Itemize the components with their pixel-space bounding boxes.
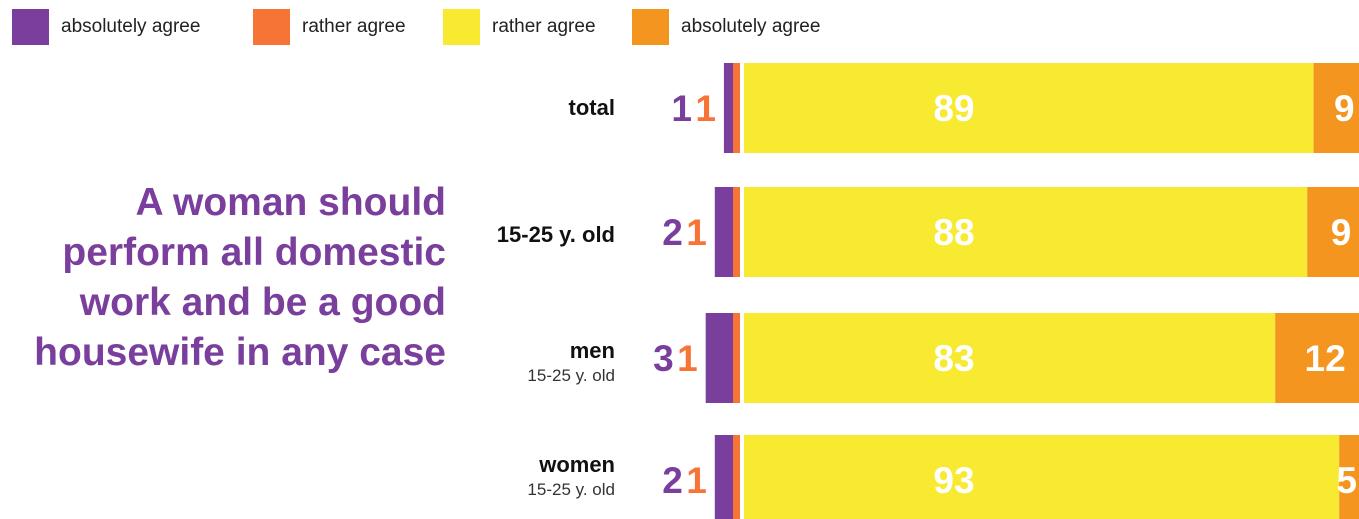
headline: A woman should perform all domestic work… — [34, 181, 446, 374]
row-name: men — [569, 338, 615, 363]
legend-swatch — [253, 9, 290, 45]
value-label-rather-agree: 1 — [695, 88, 716, 129]
legend-item: absolutely agree — [632, 9, 820, 45]
legend-swatch — [632, 9, 669, 45]
row-name: women — [539, 452, 615, 477]
row-label: total — [569, 95, 615, 121]
bar-segment-rather-agree-yellow — [744, 63, 1314, 153]
legend-label: absolutely agree — [681, 16, 821, 37]
legend-label: rather agree — [302, 16, 406, 37]
bar-segment-absolutely-agree-orange — [1275, 313, 1359, 403]
legend-label: absolutely agree — [61, 16, 201, 37]
bar-segment-rather-agree-yellow — [744, 187, 1308, 277]
bar-segment-absolutely-agree — [723, 63, 733, 153]
bar-segment-absolutely-agree — [705, 313, 733, 403]
legend-item: rather agree — [443, 9, 596, 45]
row-subtitle: 15-25 y. old — [527, 366, 615, 385]
bar-segment-absolutely-agree — [714, 187, 733, 277]
row-name: 15-25 y. old — [496, 222, 615, 247]
value-label-rather-agree: 1 — [686, 460, 707, 501]
value-label-rather-agree-yellow: 93 — [933, 460, 974, 501]
bar-segment-rather-agree-yellow — [744, 313, 1276, 403]
value-label-absolutely-agree-orange: 12 — [1305, 338, 1346, 379]
value-label-absolutely-agree-orange: 9 — [1334, 88, 1355, 129]
value-label-absolutely-agree: 2 — [662, 460, 683, 501]
row-label: 15-25 y. old — [497, 222, 615, 248]
bar-segment-absolutely-agree — [714, 435, 733, 519]
bar-segment-absolutely-agree-orange — [1307, 187, 1359, 277]
value-label-absolutely-agree: 1 — [671, 88, 692, 129]
bar-segment-rather-agree — [733, 187, 740, 277]
row-subtitle: 15-25 y. old — [527, 480, 615, 499]
legend-label: rather agree — [492, 16, 596, 37]
legend-swatch — [12, 9, 49, 45]
legend-swatch — [443, 9, 480, 45]
value-label-absolutely-agree: 3 — [653, 338, 674, 379]
value-label-absolutely-agree-orange: 5 — [1336, 460, 1357, 501]
row-label: women 15-25 y. old — [527, 452, 615, 500]
value-label-absolutely-agree-orange: 9 — [1331, 212, 1352, 253]
bar-segment-absolutely-agree-orange — [1313, 63, 1359, 153]
bar-segment-rather-agree — [733, 63, 740, 153]
value-label-rather-agree-yellow: 89 — [933, 88, 974, 129]
row-name: total — [568, 95, 615, 120]
value-label-rather-agree-yellow: 83 — [933, 338, 974, 379]
legend-item: rather agree — [253, 9, 406, 45]
value-label-rather-agree-yellow: 88 — [933, 212, 974, 253]
value-label-rather-agree: 1 — [686, 212, 707, 253]
value-label-absolutely-agree: 2 — [662, 212, 683, 253]
legend-item: absolutely agree — [12, 9, 200, 45]
bar-segment-rather-agree — [733, 313, 740, 403]
bar-segment-rather-agree-yellow — [744, 435, 1340, 519]
bar-segment-rather-agree — [733, 435, 740, 519]
bar-segment-absolutely-agree-orange — [1339, 435, 1359, 519]
row-label: men 15-25 y. old — [527, 338, 615, 386]
value-label-rather-agree: 1 — [677, 338, 698, 379]
